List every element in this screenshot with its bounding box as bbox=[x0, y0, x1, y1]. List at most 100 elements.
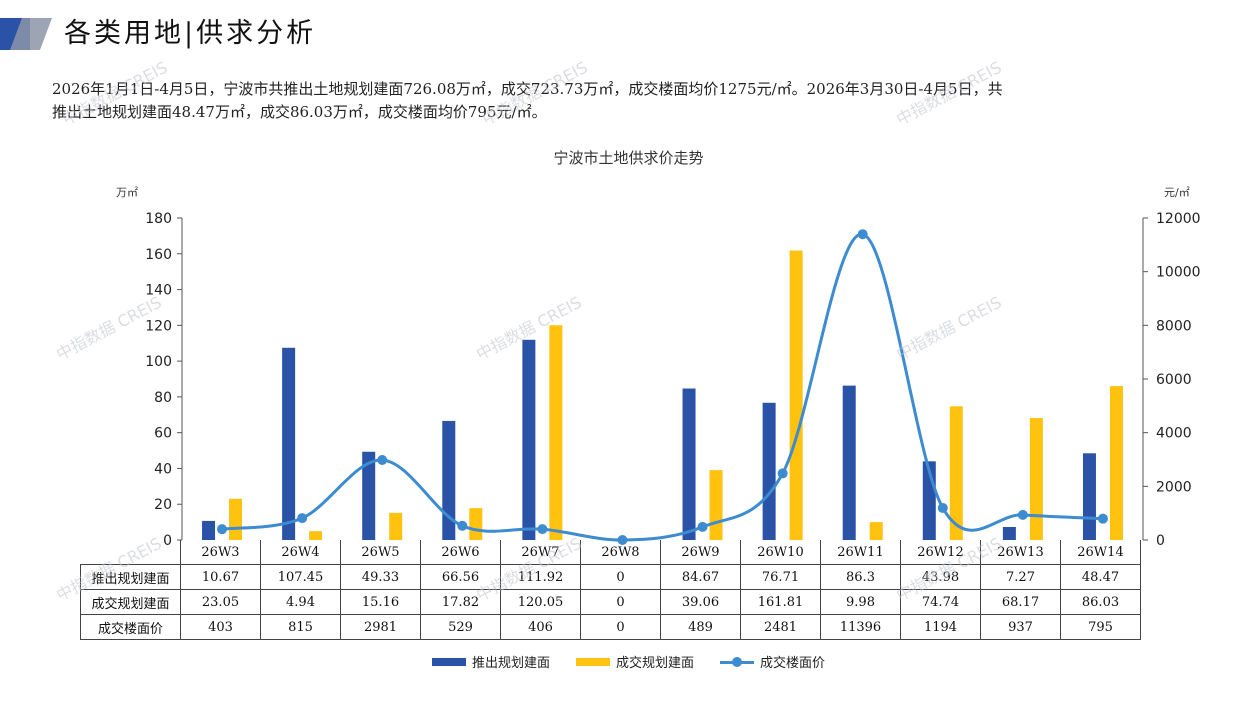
price-point bbox=[697, 521, 708, 532]
summary-line-1: 2026年1月1日-4月5日，宁波市共推出土地规划建面726.08万㎡，成交72… bbox=[52, 80, 1003, 98]
price-point bbox=[1017, 509, 1028, 520]
bar-deal bbox=[949, 406, 963, 540]
right-axis-tick-label: 0 bbox=[1156, 533, 1165, 549]
right-axis-tick-label: 12000 bbox=[1156, 211, 1201, 227]
bar-supply bbox=[442, 420, 456, 540]
left-axis-tick-label: 120 bbox=[145, 318, 172, 334]
legend-label-supply: 推出规划建面 bbox=[471, 656, 550, 671]
table-row: 推出规划建面 10.67 107.45 49.33 66.56 111.92 0 84.67 7… bbox=[80, 564, 1141, 590]
table-data-cell: 76.71 bbox=[740, 564, 821, 590]
left-axis-tick-label: 160 bbox=[145, 247, 172, 263]
price-point bbox=[457, 520, 468, 531]
bar-supply bbox=[522, 339, 536, 540]
header-corner-mark bbox=[0, 18, 52, 50]
right-axis-tick-label: 8000 bbox=[1156, 318, 1192, 334]
x-axis-category-label: 26W8 bbox=[580, 540, 661, 565]
table-data-cell: 23.05 bbox=[180, 589, 261, 615]
table-data-cell: 815 bbox=[260, 614, 341, 640]
x-axis-category-label: 26W6 bbox=[420, 540, 501, 565]
table-data-cell: 10.67 bbox=[180, 564, 261, 590]
table-data-cell: 0 bbox=[580, 564, 661, 590]
table-data-cell: 7.27 bbox=[980, 564, 1061, 590]
table-data-cell: 84.67 bbox=[660, 564, 741, 590]
table-data-cell: 161.81 bbox=[740, 589, 821, 615]
table-data-cell: 17.82 bbox=[420, 589, 501, 615]
chart-data-table: 26W3 26W4 26W5 26W6 26W7 26W8 26W9 26W10 26W11 26… bbox=[80, 540, 1141, 640]
table-data-cell: 2981 bbox=[340, 614, 421, 640]
left-axis-unit: 万㎡ bbox=[116, 186, 138, 199]
table-data-cell: 49.33 bbox=[340, 564, 421, 590]
price-point bbox=[537, 524, 548, 535]
left-axis-tick-label: 180 bbox=[145, 211, 172, 227]
bar-supply bbox=[762, 402, 776, 540]
table-data-cell: 2481 bbox=[740, 614, 821, 640]
table-data-cell: 74.74 bbox=[900, 589, 981, 615]
bar-deal bbox=[1029, 418, 1043, 540]
table-data-cell: 39.06 bbox=[660, 589, 741, 615]
table-data-cell: 11396 bbox=[820, 614, 901, 640]
table-data-cell: 107.45 bbox=[260, 564, 341, 590]
left-axis-tick-label: 80 bbox=[154, 390, 172, 406]
right-axis-tick-label: 4000 bbox=[1156, 426, 1192, 442]
table-data-cell: 795 bbox=[1060, 614, 1141, 640]
price-point bbox=[1097, 513, 1108, 524]
legend-swatch-price bbox=[720, 656, 754, 667]
x-axis-category-label: 26W12 bbox=[900, 540, 981, 565]
table-data-cell: 937 bbox=[980, 614, 1061, 640]
price-point bbox=[297, 513, 308, 524]
left-axis-tick-label: 100 bbox=[145, 354, 172, 370]
bar-deal bbox=[1109, 386, 1123, 540]
page-title: 各类用地|供求分析 bbox=[64, 18, 317, 49]
legend-swatch-deal bbox=[575, 657, 610, 666]
table-data-cell: 43.98 bbox=[900, 564, 981, 590]
table-row-label: 成交楼面价 bbox=[80, 614, 181, 640]
table-data-cell: 120.05 bbox=[500, 589, 581, 615]
price-line bbox=[220, 232, 1105, 542]
right-axis-tick-label: 6000 bbox=[1156, 372, 1192, 388]
legend-label-price: 成交楼面价 bbox=[760, 656, 826, 671]
bar-supply bbox=[1002, 526, 1016, 540]
price-point bbox=[377, 455, 388, 466]
bar-deal bbox=[469, 508, 483, 540]
legend-label-deal: 成交规划建面 bbox=[615, 656, 694, 671]
bar-deal bbox=[549, 325, 563, 540]
table-data-cell: 15.16 bbox=[340, 589, 421, 615]
table-data-cell: 9.98 bbox=[820, 589, 901, 615]
table-data-cell: 66.56 bbox=[420, 564, 501, 590]
x-axis-category-label: 26W10 bbox=[740, 540, 821, 565]
left-axis-tick-label: 140 bbox=[145, 283, 172, 299]
table-data-cell: 0 bbox=[580, 614, 661, 640]
table-data-cell: 0 bbox=[580, 589, 661, 615]
table-data-cell: 489 bbox=[660, 614, 741, 640]
legend-swatch-supply bbox=[431, 657, 466, 666]
x-axis-category-label: 26W14 bbox=[1060, 540, 1141, 565]
table-row-label: 成交规划建面 bbox=[80, 589, 181, 615]
price-point bbox=[937, 502, 948, 513]
table-data-cell: 68.17 bbox=[980, 589, 1061, 615]
left-axis-tick-label: 20 bbox=[154, 497, 172, 513]
bar-deal bbox=[709, 470, 723, 540]
table-data-cell: 403 bbox=[180, 614, 261, 640]
table-data-cell: 4.94 bbox=[260, 589, 341, 615]
legend-item-deal: 成交规划建面 bbox=[575, 652, 694, 671]
bar-supply bbox=[202, 520, 216, 540]
bar-deal bbox=[789, 250, 803, 540]
table-data-cell: 86.03 bbox=[1060, 589, 1141, 615]
table-row: 成交楼面价 403 815 2981 529 406 0 489 2481 11396 1194 93… bbox=[80, 614, 1141, 640]
bar-supply bbox=[282, 347, 296, 540]
x-axis-category-label: 26W11 bbox=[820, 540, 901, 565]
table-data-cell: 48.47 bbox=[1060, 564, 1141, 590]
bar-deal bbox=[309, 531, 323, 540]
table-data-cell: 86.3 bbox=[820, 564, 901, 590]
right-axis-unit: 元/㎡ bbox=[1164, 186, 1190, 199]
left-axis-tick-label: 40 bbox=[154, 461, 172, 477]
x-axis-category-label: 26W3 bbox=[180, 540, 261, 565]
price-point bbox=[857, 229, 868, 240]
bar-supply bbox=[842, 385, 856, 540]
table-corner-cell bbox=[80, 540, 181, 565]
bar-deal bbox=[229, 498, 243, 540]
chart-title: 宁波市土地供求价走势 bbox=[553, 149, 704, 167]
table-data-cell: 1194 bbox=[900, 614, 981, 640]
left-axis-tick-label: 60 bbox=[154, 426, 172, 442]
